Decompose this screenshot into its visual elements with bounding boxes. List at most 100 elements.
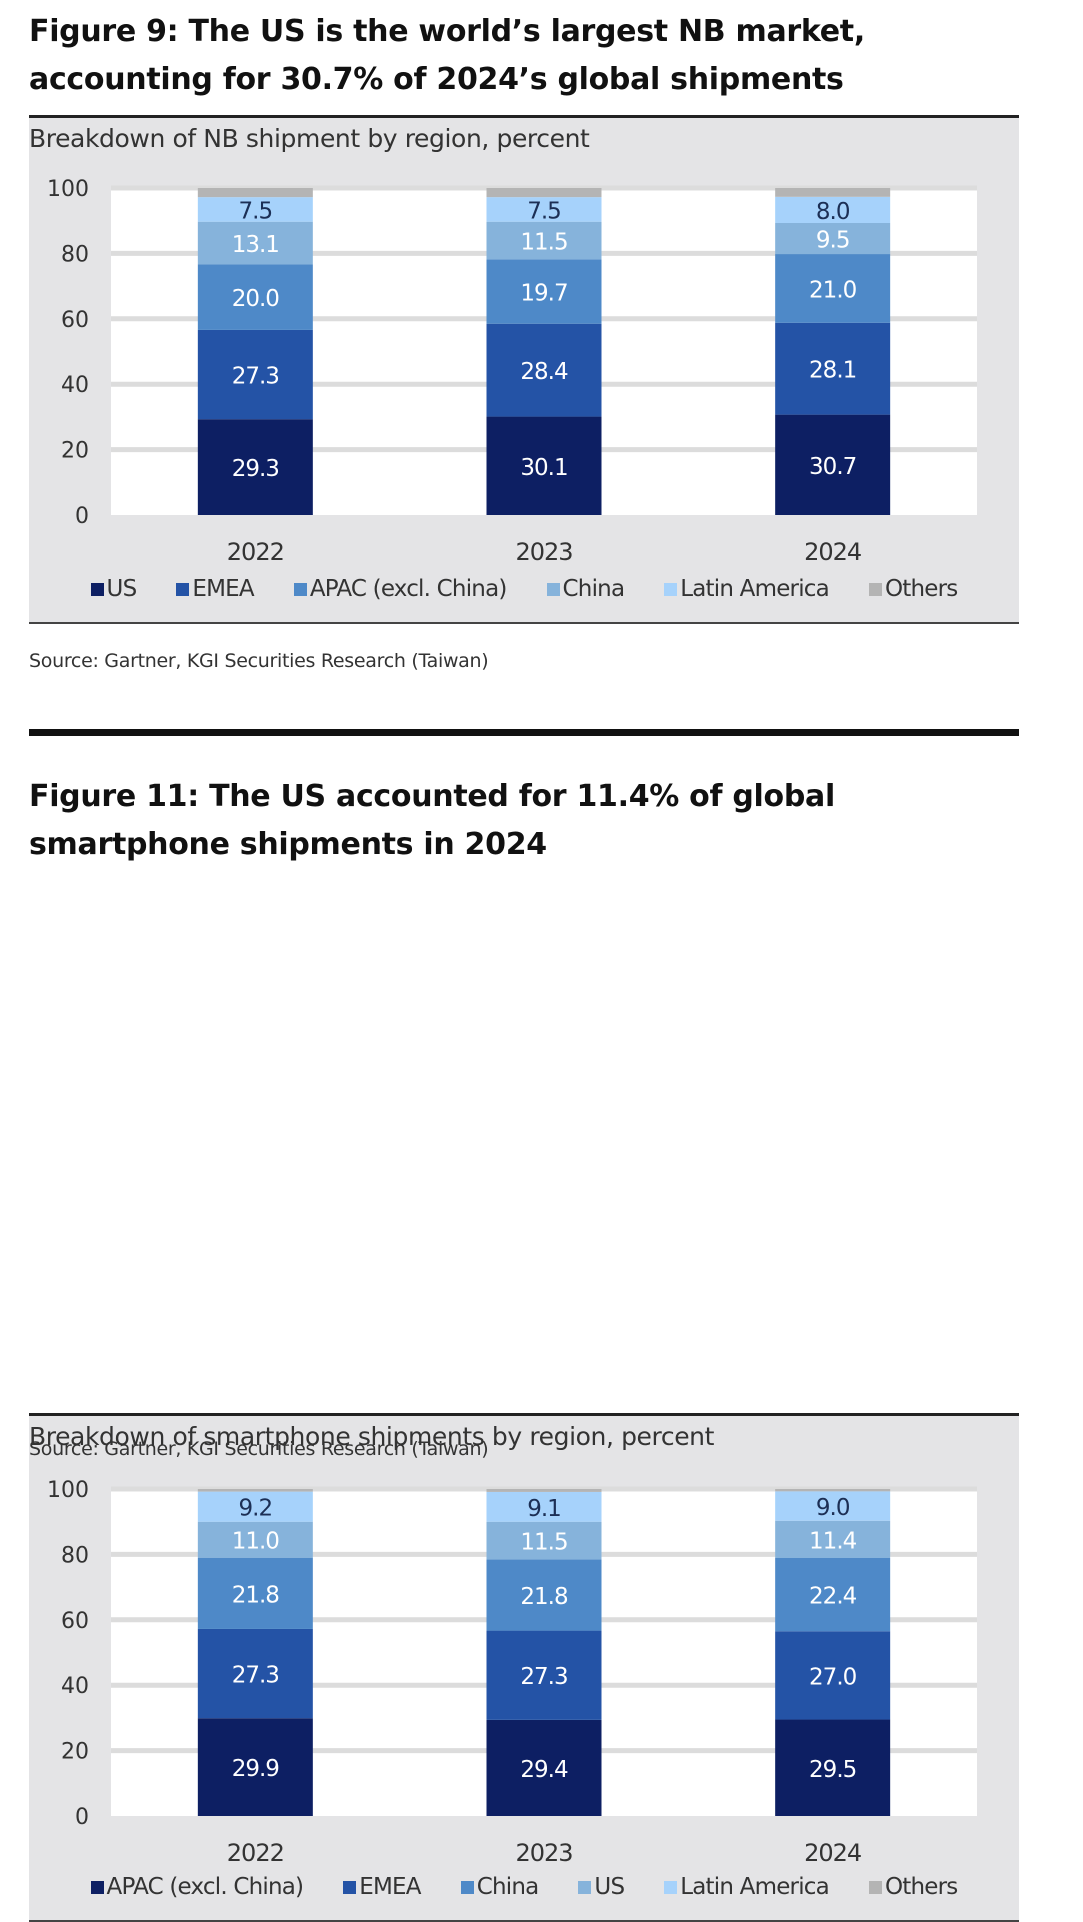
y-tick-label: 0	[75, 1805, 89, 1830]
legend-item: US	[578, 1874, 625, 1900]
figure-9-title: Figure 9: The US is the world’s largest …	[29, 8, 1019, 104]
x-tick-label: 2023	[515, 538, 572, 566]
figure-11-chart: 0 20 40 60 80 100 29.9 27.3 21.8 11.0 9.2 2022 29.4 2…	[47, 1478, 977, 1867]
figure-11-title: Figure 11: The US accounted for 11.4% of…	[29, 773, 1019, 869]
data-label: 21.8	[232, 1582, 280, 1608]
data-label: 8.0	[816, 199, 850, 225]
legend-swatch	[578, 1880, 592, 1894]
figure-9-source: Source: Gartner, KGI Securities Research…	[29, 650, 489, 672]
data-label: 7.5	[239, 198, 273, 224]
legend-label: China	[562, 576, 625, 602]
legend-swatch	[868, 1880, 882, 1894]
y-tick-label: 80	[61, 1543, 89, 1568]
legend-item: US	[90, 576, 138, 602]
bar-segment-china-2023	[486, 221, 602, 260]
section-divider	[29, 729, 1019, 736]
y-tick-label: 60	[61, 308, 89, 333]
legend-label: Latin America	[680, 576, 829, 602]
legend-label: China	[476, 1874, 539, 1900]
legend-item: APAC (excl. China)	[90, 1874, 305, 1900]
figure-9-subtitle: Breakdown of NB shipment by region, perc…	[29, 124, 590, 153]
data-label: 21.0	[809, 277, 857, 303]
legend-item: APAC (excl. China)	[293, 576, 508, 602]
y-tick-label: 20	[61, 439, 89, 464]
figure-11: Figure 11: The US accounted for 11.4% of…	[29, 773, 1019, 869]
legend-swatch	[664, 582, 678, 596]
figure-11-title-line1: Figure 11: The US accounted for 11.4% of…	[29, 779, 835, 814]
legend-label: APAC (excl. China)	[309, 576, 508, 602]
x-tick-label: 2023	[515, 1839, 572, 1867]
bar-segment-others-2024	[775, 188, 891, 197]
data-label: 13.1	[232, 232, 279, 258]
data-label: 28.4	[520, 359, 568, 385]
y-tick-label: 20	[61, 1740, 89, 1765]
data-label: 29.9	[232, 1756, 280, 1782]
figure-9-title-line2: accounting for 30.7% of 2024’s global sh…	[29, 62, 844, 97]
legend-swatch	[293, 582, 307, 596]
bar-segment-others-2022	[197, 188, 313, 198]
data-label: 29.5	[809, 1757, 856, 1783]
legend-item: China	[460, 1874, 539, 1900]
legend-item: EMEA	[343, 1874, 422, 1900]
figure-11-source: Source: Gartner, KGI Securities Research…	[29, 1438, 489, 1460]
legend-label: EMEA	[192, 576, 254, 602]
y-tick-label: 0	[75, 504, 89, 529]
legend-swatch	[90, 582, 104, 596]
data-label: 29.4	[520, 1757, 568, 1783]
legend-swatch	[176, 582, 190, 596]
figure-11-subtitle: Breakdown of smartphone shipments by reg…	[29, 1422, 715, 1451]
x-tick-label: 2022	[227, 538, 284, 566]
data-label: 27.3	[232, 364, 279, 390]
y-tick-label: 40	[61, 373, 89, 398]
data-label: 9.5	[816, 228, 850, 254]
data-label: 28.1	[809, 358, 856, 384]
data-label: 20.0	[232, 286, 280, 312]
bar-segment-emea-2023	[486, 323, 602, 417]
x-tick-label: 2024	[804, 538, 861, 566]
bar-segment-emea-2022	[197, 329, 313, 420]
legend-swatch	[90, 1880, 104, 1894]
figure-9-title-line1: Figure 9: The US is the world’s largest …	[29, 14, 865, 49]
bar-segment-us-2024	[775, 414, 891, 515]
legend-swatch	[664, 1880, 678, 1894]
legend-label: Others	[884, 576, 958, 602]
figure-9-panel: Breakdown of NB shipment by region, perc…	[29, 115, 1019, 624]
figure-11-panel: Breakdown of smartphone shipments by reg…	[29, 1413, 1019, 1922]
bar-segment-others-2023	[486, 1489, 602, 1492]
figure-11-legend: APAC (excl. China) EMEA China US Latin Ameri…	[29, 1874, 1019, 1900]
data-label: 7.5	[527, 198, 561, 224]
data-label: 11.0	[232, 1529, 280, 1555]
data-label: 11.5	[520, 1530, 567, 1556]
legend-label: EMEA	[359, 1874, 421, 1900]
bar-segment-others-2024	[775, 1489, 891, 1492]
legend-item: China	[546, 576, 625, 602]
legend-label: Others	[884, 1874, 958, 1900]
bar-segment-china-2022	[197, 221, 313, 265]
legend-label: US	[106, 576, 138, 602]
bar-segment-latin-america-2022	[197, 197, 313, 222]
bar-segment-emea-2024	[775, 322, 891, 415]
x-tick-label: 2024	[804, 1839, 861, 1867]
legend-item: Others	[868, 576, 958, 602]
y-tick-label: 100	[47, 177, 89, 202]
legend-swatch	[546, 582, 560, 596]
legend-swatch	[343, 1880, 357, 1894]
bar-segment-us-2023	[486, 416, 602, 515]
bar-segment-us-2022	[197, 419, 313, 515]
figure-11-title-line2: smartphone shipments in 2024	[29, 827, 547, 862]
x-tick-label: 2022	[227, 1839, 284, 1867]
bar-segment-apac-excl-china-2022	[197, 264, 313, 330]
legend-label: US	[594, 1874, 625, 1900]
y-tick-label: 100	[47, 1478, 89, 1503]
data-label: 9.1	[527, 1496, 561, 1522]
legend-label: Latin America	[680, 1874, 829, 1900]
figure-9: Figure 9: The US is the world’s largest …	[29, 8, 1019, 104]
data-label: 9.0	[816, 1495, 850, 1521]
data-label: 11.4	[809, 1528, 857, 1554]
legend-swatch	[868, 582, 882, 596]
data-label: 11.5	[520, 229, 567, 255]
data-label: 9.2	[239, 1496, 273, 1522]
legend-label: APAC (excl. China)	[106, 1874, 305, 1900]
bar-segment-china-2024	[775, 222, 891, 255]
legend-item: EMEA	[176, 576, 255, 602]
